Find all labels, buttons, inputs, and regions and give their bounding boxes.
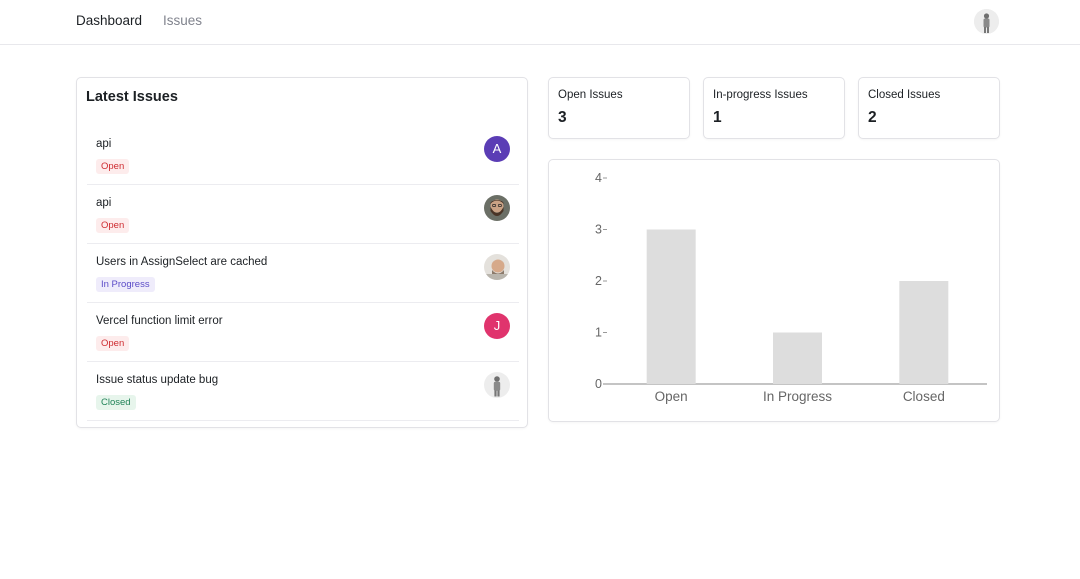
in-progress-issues-card[interactable]: In-progress Issues 1 (703, 77, 845, 139)
assignee-avatar (484, 254, 510, 280)
assignee-avatar (484, 372, 510, 398)
x-tick-label: Closed (903, 389, 945, 404)
y-tick-label: 4 (595, 171, 602, 185)
nav-link-dashboard[interactable]: Dashboard (76, 13, 143, 28)
x-tick-label: In Progress (763, 389, 832, 404)
top-navbar: Dashboard Issues (0, 0, 1080, 45)
y-tick-label: 1 (595, 326, 602, 340)
user-avatar[interactable] (974, 9, 999, 34)
assignee-avatar: A (484, 136, 510, 162)
stat-value: 3 (558, 109, 567, 126)
assignee-avatar: J (484, 313, 510, 339)
issue-title-link[interactable]: Vercel function limit error (96, 315, 223, 327)
issue-title-link[interactable]: api (96, 138, 112, 150)
y-tick-label: 3 (595, 223, 602, 237)
x-tick-label: Open (655, 389, 688, 404)
standing-figure-photo (484, 372, 510, 398)
stat-label: Closed Issues (868, 89, 941, 101)
issues-bar-chart-card: 0 1 2 3 4 Open In Progress Closed (548, 159, 1000, 422)
man-portrait-photo (484, 254, 510, 280)
stat-value: 2 (868, 109, 877, 126)
issue-title-link[interactable]: Issue status update bug (96, 374, 219, 386)
stat-label: Open Issues (558, 89, 623, 101)
bar-in-progress (773, 332, 822, 384)
stat-label: In-progress Issues (713, 89, 808, 101)
status-badge: Closed (96, 395, 136, 410)
open-issues-card[interactable]: Open Issues 3 (548, 77, 690, 139)
latest-issues-title: Latest Issues (86, 89, 178, 105)
issue-row[interactable]: Vercel function limit error Open J (87, 303, 519, 362)
bearded-man-photo (484, 195, 510, 221)
status-badge: Open (96, 336, 130, 351)
closed-issues-card[interactable]: Closed Issues 2 (858, 77, 1000, 139)
assignee-avatar (484, 195, 510, 221)
issue-row[interactable]: api Open (87, 185, 519, 244)
issues-bar-chart: 0 1 2 3 4 Open In Progress Closed (595, 171, 987, 404)
issue-title-link[interactable]: api (96, 197, 112, 209)
y-tick-label: 0 (595, 377, 602, 391)
issue-row[interactable]: Issue status update bug Closed (87, 362, 519, 421)
status-badge: Open (96, 159, 130, 174)
bar-closed (899, 281, 949, 384)
issue-row[interactable]: Users in AssignSelect are cached In Prog… (87, 244, 519, 303)
status-badge: In Progress (96, 277, 155, 292)
y-tick-label: 2 (595, 274, 602, 288)
status-badge: Open (96, 218, 130, 233)
bar-open (646, 229, 696, 384)
issue-row[interactable]: api Open A (87, 126, 519, 185)
stat-value: 1 (713, 109, 722, 126)
nav-link-issues[interactable]: Issues (163, 13, 203, 28)
issue-title-link[interactable]: Users in AssignSelect are cached (96, 256, 268, 268)
latest-issues-card: Latest Issues api Open A api Open Users … (76, 77, 528, 428)
user-avatar-image (974, 9, 999, 34)
